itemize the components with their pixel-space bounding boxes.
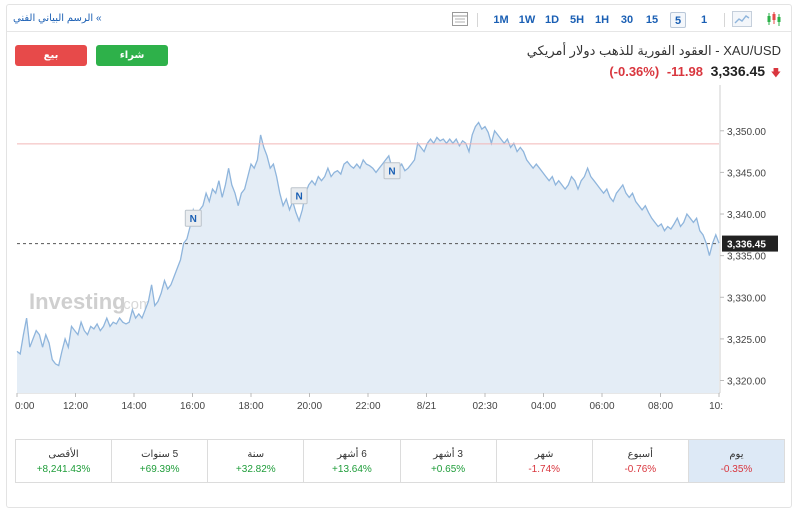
period-cell[interactable]: شهر -1.74% — [497, 440, 593, 482]
x-tick-label: 08:00 — [648, 401, 673, 412]
news-markers: N N N — [184, 162, 401, 227]
x-tick-label: 12:00 — [63, 401, 88, 412]
range-5[interactable]: 5 — [670, 12, 686, 28]
sell-button[interactable]: بيع — [15, 45, 87, 66]
watermark-text: Investing — [29, 289, 126, 314]
range-1H[interactable]: 1H — [594, 14, 610, 26]
period-change: +32.82% — [235, 464, 276, 475]
last-price: 3,336.45 — [710, 63, 766, 79]
news-marker-label: N — [190, 214, 197, 225]
price-tag-box — [722, 235, 778, 252]
x-tick-label: 22:00 — [355, 401, 380, 412]
y-tick-label: 3,325.00 — [727, 335, 766, 346]
period-name: سنة — [247, 449, 265, 460]
range-1M[interactable]: 1M — [493, 14, 509, 26]
period-name: 5 سنوات — [141, 449, 179, 460]
period-cell[interactable]: 5 سنوات +69.39% — [112, 440, 209, 482]
period-change: -1.74% — [528, 464, 561, 475]
price-tag-label: 3,336.45 — [727, 240, 766, 251]
y-tick-label: 3,340.00 — [727, 210, 766, 221]
area-chart-icon[interactable] — [732, 11, 752, 27]
range-1D[interactable]: 1D — [544, 14, 560, 26]
period-cell[interactable]: 6 أشهر +13.64% — [304, 440, 401, 482]
period-cell[interactable]: 3 أشهر +0.65% — [401, 440, 497, 482]
x-tick-label: 16:00 — [180, 401, 205, 412]
news-marker[interactable]: N — [383, 162, 401, 180]
y-tick-label: 3,330.00 — [727, 293, 766, 304]
y-tick-label: 3,335.00 — [727, 252, 766, 263]
toolbar-separator — [724, 13, 725, 27]
period-change: -0.76% — [624, 464, 657, 475]
period-change: +69.39% — [139, 464, 180, 475]
news-marker[interactable]: N — [290, 187, 308, 205]
period-name: شهر — [534, 449, 554, 460]
period-name: يوم — [729, 449, 744, 460]
chart-toolbar: الرسم البياني الفني « 1M 1W 1D 5H 1H 30 … — [7, 5, 791, 32]
y-tick-label: 3,350.00 — [727, 127, 766, 138]
period-name: 6 أشهر — [337, 449, 367, 460]
x-tick-label: 04:00 — [531, 401, 556, 412]
period-change: +13.64% — [332, 464, 372, 475]
news-marker-label: N — [388, 167, 395, 178]
y-tick-label: 3,320.00 — [727, 377, 766, 388]
change-value: -11.98 — [666, 64, 703, 79]
down-arrow-icon: 🡇 — [770, 68, 781, 79]
investing-watermark: Investing .com — [29, 289, 152, 314]
news-marker-label: N — [295, 192, 302, 203]
period-change: +0.65% — [430, 464, 466, 475]
x-tick-label: 8/21 — [417, 401, 437, 412]
range-15[interactable]: 15 — [645, 14, 659, 26]
price-row: (-0.36%) -11.98 3,336.45 🡇 — [609, 63, 781, 83]
candlestick-icon[interactable] — [765, 11, 783, 27]
technical-chart-link[interactable]: الرسم البياني الفني « — [13, 13, 102, 24]
price-chart[interactable]: Investing .com 3,350.003,345.003,340.003… — [7, 85, 791, 415]
chart-widget: الرسم البياني الفني « 1M 1W 1D 5H 1H 30 … — [6, 4, 792, 508]
x-tick-label: 18:00 — [238, 401, 263, 412]
x-tick-label: 02:30 — [472, 401, 497, 412]
y-tick-label: 3,345.00 — [727, 168, 766, 179]
period-change: -0.35% — [720, 464, 753, 475]
period-cell[interactable]: يوم -0.35% — [688, 440, 784, 482]
buy-button[interactable]: شراء — [96, 45, 168, 66]
price-area — [17, 122, 719, 393]
period-cell[interactable]: الأقصى +8,241.43% — [16, 440, 113, 482]
range-1W[interactable]: 1W — [518, 14, 536, 26]
watermark-suffix: .com — [119, 296, 152, 313]
change-percent: (-0.36%) — [609, 64, 660, 79]
price-line — [16, 121, 720, 367]
x-tick-label: 06:00 — [589, 401, 614, 412]
x-tick-label: 0:00 — [15, 401, 35, 412]
range-5H[interactable]: 5H — [569, 14, 585, 26]
period-name: الأقصى — [48, 449, 79, 460]
period-name: أسبوع — [627, 449, 653, 460]
x-axis: 0:00 12:00 14:00 16:00 18:00 20:00 22:00 8/21 02… — [15, 393, 723, 412]
period-change: +8,241.43% — [36, 464, 91, 475]
news-marker[interactable]: N — [184, 209, 202, 227]
current-price-tag: 3,336.45 — [722, 235, 778, 252]
range-1[interactable]: 1 — [700, 14, 708, 26]
period-cell[interactable]: سنة +32.82% — [208, 440, 305, 482]
period-cell[interactable]: أسبوع -0.76% — [593, 440, 689, 482]
x-tick-label: 14:00 — [121, 401, 146, 412]
instrument-title: XAU/USD - العقود الفورية للذهب دولار أمر… — [526, 43, 781, 58]
range-30[interactable]: 30 — [620, 14, 634, 26]
x-tick-label: 10: — [709, 401, 723, 412]
x-tick-label: 20:00 — [297, 401, 322, 412]
period-name: 3 أشهر — [433, 449, 463, 460]
toolbar-separator — [477, 13, 478, 27]
y-axis: 3,350.00 3,345.00 3,340.00 3,335.00 3,330.00… — [720, 127, 766, 388]
table-view-icon[interactable] — [451, 11, 469, 27]
performance-periods: الأقصى +8,241.43% 5 سنوات +69.39% سنة +32.82%… — [15, 439, 785, 483]
